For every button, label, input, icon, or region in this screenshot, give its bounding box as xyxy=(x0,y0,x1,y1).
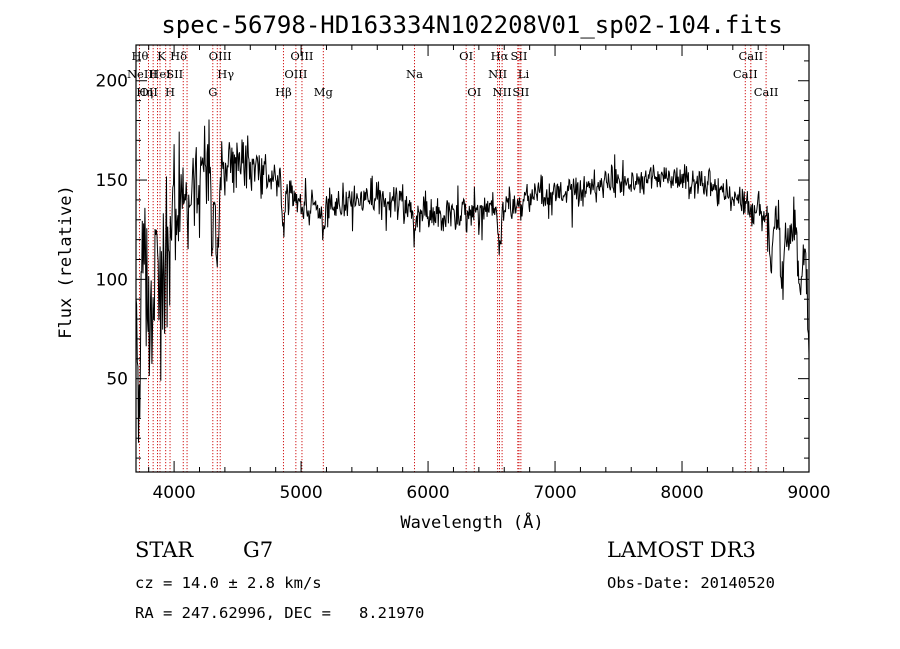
line-marker-label: Hδ xyxy=(170,49,187,63)
tick-labels: 4000 5000 6000 7000 8000 9000 50 100 150 200 xyxy=(96,72,831,503)
x-tick-label: 5000 xyxy=(279,483,322,503)
x-tick-label: 7000 xyxy=(533,483,576,503)
line-marker-label: NeIII xyxy=(127,67,158,81)
line-marker-label: OI xyxy=(467,85,481,99)
survey-name: LAMOST DR3 xyxy=(607,538,756,562)
line-marker-label: CaII xyxy=(754,85,779,99)
line-marker-label: H xyxy=(165,85,175,99)
line-marker-label: Hβ xyxy=(275,85,292,99)
x-tick-label: 6000 xyxy=(406,483,449,503)
y-tick-label: 200 xyxy=(96,72,128,92)
line-marker-label: OII xyxy=(139,85,158,99)
flux-series xyxy=(135,119,810,443)
line-marker-label: OIII xyxy=(284,67,307,81)
line-marker-label: NII xyxy=(488,67,507,81)
x-tick-label: 4000 xyxy=(152,483,195,503)
line-marker-label: OIII xyxy=(209,49,232,63)
coordinates: RA = 247.62996, DEC = 8.21970 xyxy=(135,604,425,622)
line-marker-label: CaII xyxy=(738,49,763,63)
line-marker-label: G xyxy=(208,85,217,99)
x-tick-label: 8000 xyxy=(660,483,703,503)
line-marker-label: SII xyxy=(166,67,183,81)
line-marker-label: SII xyxy=(510,49,527,63)
y-tick-label: 150 xyxy=(96,171,128,191)
line-marker-label: OIII xyxy=(290,49,313,63)
x-tick-label: 9000 xyxy=(787,483,830,503)
y-tick-label: 50 xyxy=(106,370,128,390)
line-markers: OIIHθHηNeIIIHeIKHSIIHδGHγOIIIHβOIIIOIIIM… xyxy=(127,45,778,472)
line-marker-label: Hγ xyxy=(217,67,234,81)
series-layer xyxy=(135,119,810,443)
line-marker-label: Hα xyxy=(491,49,509,63)
line-marker-label: Na xyxy=(406,67,423,81)
chart-title: spec-56798-HD163334N102208V01_sp02-104.f… xyxy=(161,11,782,39)
y-axis-label: Flux (relative) xyxy=(56,185,76,339)
line-marker-label: NII xyxy=(493,85,512,99)
plot-frame xyxy=(135,44,810,473)
object-subclass: G7 xyxy=(243,538,274,562)
observation-date: Obs-Date: 20140520 xyxy=(607,574,775,592)
axis-ticks xyxy=(136,45,810,472)
y-tick-label: 100 xyxy=(96,270,128,290)
line-marker-label: Hη xyxy=(136,85,153,99)
line-marker-label: SII xyxy=(512,85,529,99)
line-marker-label: Li xyxy=(518,67,530,81)
line-marker-label: CaII xyxy=(733,67,758,81)
object-class: STAR xyxy=(135,538,194,562)
line-marker-label: OI xyxy=(459,49,473,63)
x-axis-label: Wavelength (Å) xyxy=(400,511,543,533)
redshift-value: cz = 14.0 ± 2.8 km/s xyxy=(135,574,322,592)
line-marker-label: HeI xyxy=(149,67,170,81)
line-marker-label: Mg xyxy=(314,85,334,99)
line-marker-label: K xyxy=(157,49,166,63)
